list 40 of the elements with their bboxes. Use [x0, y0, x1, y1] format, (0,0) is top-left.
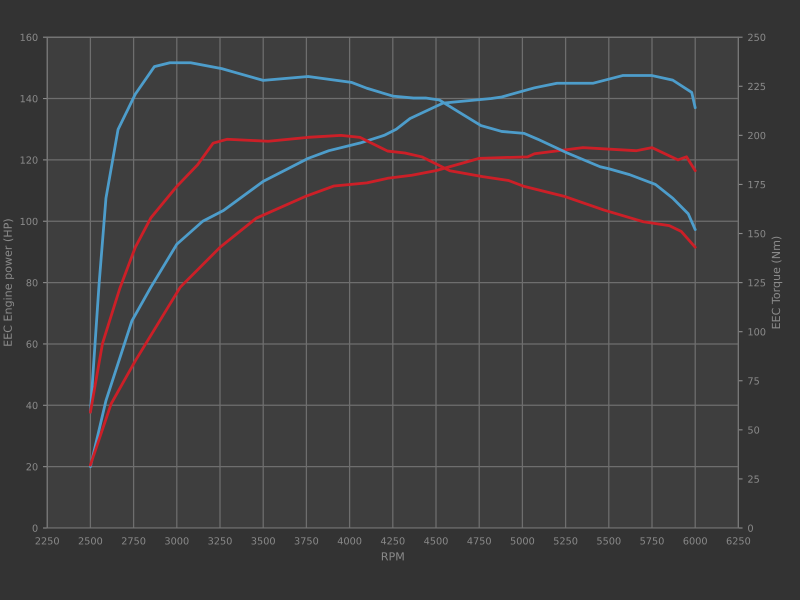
y-tick-label: 40	[26, 402, 38, 410]
y2-tick-label: 175	[748, 181, 766, 188]
x-axis-title: RPM	[382, 552, 404, 560]
y-tick-label: 100	[20, 218, 38, 226]
x-tick-label: 5750	[640, 537, 664, 545]
y2-tick-label: 200	[748, 132, 766, 140]
y-tick-label: 20	[26, 463, 38, 470]
x-tick-label: 3250	[208, 537, 232, 545]
y2-tick-label: 150	[748, 230, 766, 238]
x-tick-label: 5000	[510, 537, 534, 545]
x-tick-label: 2750	[122, 537, 146, 545]
x-tick-label: 6000	[684, 537, 707, 545]
y-tick-label: 160	[20, 34, 38, 42]
y2-tick-label: 250	[748, 34, 766, 42]
x-tick-label: 5500	[597, 537, 621, 545]
y2-tick-label: 100	[748, 328, 766, 336]
x-tick-label: 4250	[380, 537, 405, 545]
x-tick-label: 4000	[338, 537, 362, 545]
x-tick-label: 3500	[252, 537, 275, 545]
y2-tick-label: 225	[748, 82, 766, 90]
y-tick-label: 0	[32, 524, 38, 532]
y2-tick-label: 75	[748, 377, 759, 385]
y-tick-label: 80	[26, 279, 38, 286]
x-tick-label: 2500	[78, 537, 102, 545]
x-tick-label: 2250	[36, 537, 59, 545]
x-tick-label: 6250	[726, 537, 750, 545]
y-tick-label: 60	[26, 340, 38, 348]
y2-axis-title: EEC Torque (Nm)	[772, 236, 782, 328]
x-tick-label: 3000	[165, 537, 189, 545]
y2-tick-label: 125	[748, 279, 766, 286]
x-tick-label: 5250	[554, 537, 578, 545]
y2-tick-label: 0	[748, 524, 753, 532]
y-tick-label: 140	[20, 95, 38, 102]
y-axis-title: EEC Engine power (HP)	[3, 219, 14, 346]
x-tick-label: 4750	[467, 537, 491, 545]
y2-tick-label: 50	[748, 426, 760, 434]
x-tick-label: 3750	[294, 537, 318, 545]
x-tick-label: 4500	[424, 537, 448, 545]
y2-tick-label: 25	[748, 475, 759, 483]
y-tick-label: 120	[20, 156, 38, 164]
